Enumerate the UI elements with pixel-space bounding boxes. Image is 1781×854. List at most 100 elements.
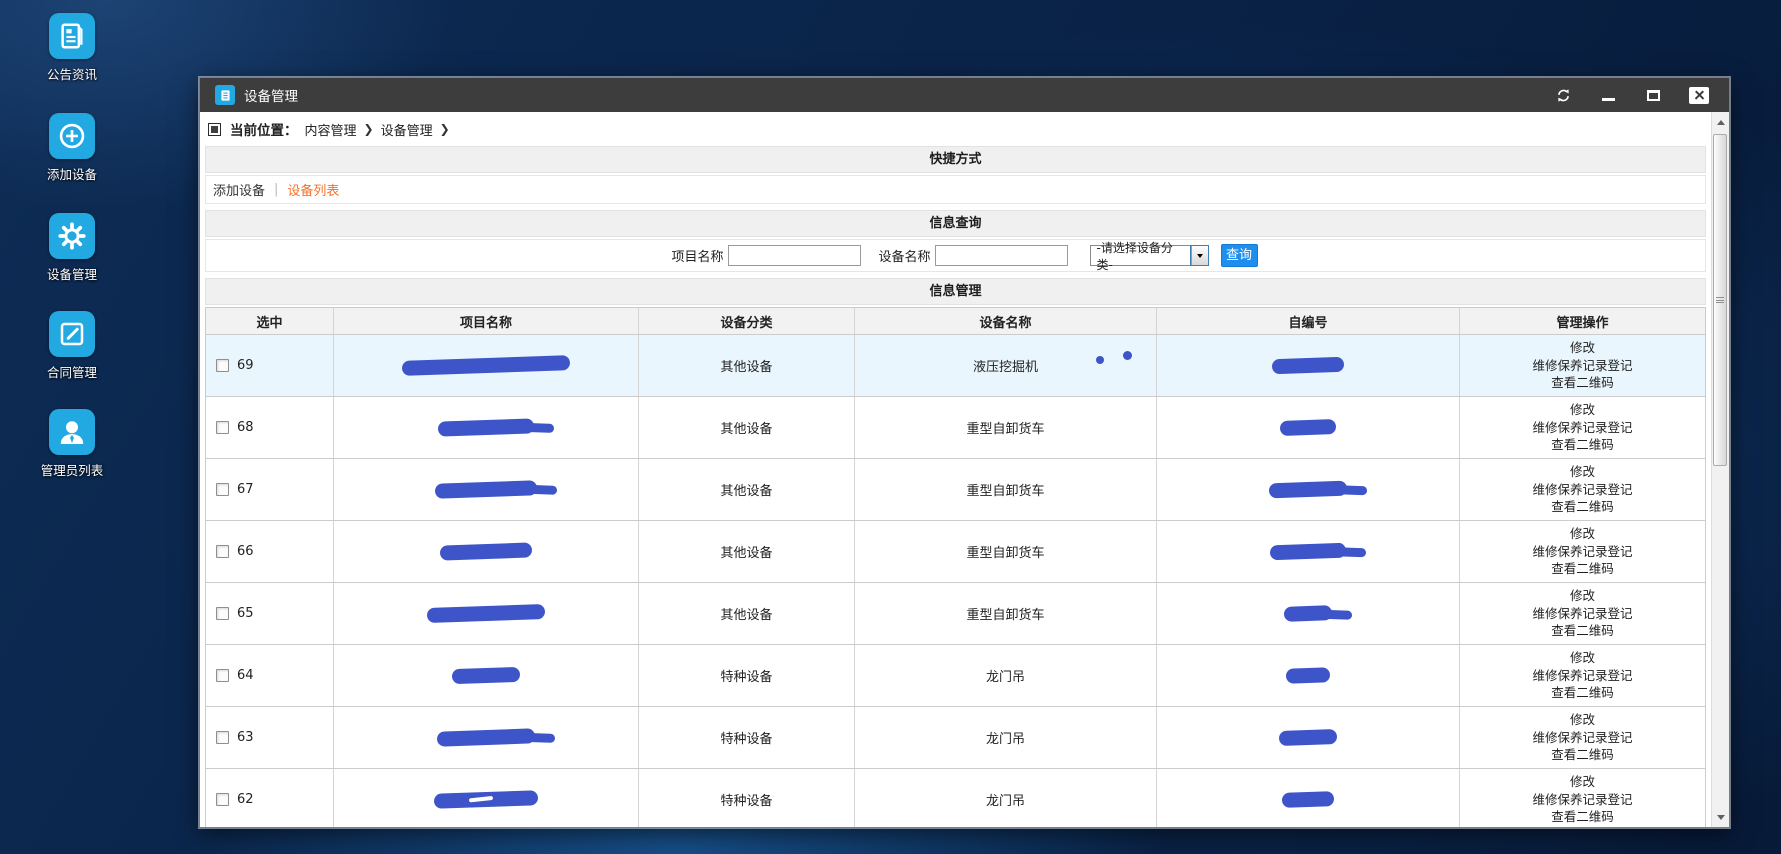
redaction-scribble xyxy=(451,666,521,685)
device-name: 重型自卸货车 xyxy=(855,459,1157,520)
breadcrumb-label: 当前位置： xyxy=(230,123,298,139)
action-view-qrcode[interactable]: 查看二维码 xyxy=(1551,685,1614,701)
desktop-icon-announcements[interactable]: 公告资讯 xyxy=(18,13,126,83)
device-name: 重型自卸货车 xyxy=(855,521,1157,582)
scroll-up-icon[interactable] xyxy=(1712,114,1729,130)
device-category-selected-value: -请选择设备分类- xyxy=(1096,240,1173,272)
action-view-qrcode[interactable]: 查看二维码 xyxy=(1551,623,1614,639)
dropdown-arrow-icon[interactable] xyxy=(1189,245,1209,266)
device-list-link[interactable]: 设备列表 xyxy=(287,184,340,199)
row-checkbox[interactable] xyxy=(216,731,229,744)
row-checkbox[interactable] xyxy=(216,483,229,496)
search-button[interactable]: 查询 xyxy=(1220,244,1258,267)
row-checkbox[interactable] xyxy=(216,669,229,682)
chevron-right-icon: ❯ xyxy=(439,122,450,136)
device-name: 液压挖掘机 xyxy=(972,360,1038,375)
action-view-qrcode[interactable]: 查看二维码 xyxy=(1551,809,1614,825)
action-edit[interactable]: 修改 xyxy=(1569,650,1595,666)
action-view-qrcode[interactable]: 查看二维码 xyxy=(1551,561,1614,577)
redaction-scribble xyxy=(433,790,539,809)
add-circle-icon xyxy=(49,113,95,159)
minimize-icon[interactable] xyxy=(1599,86,1617,104)
action-maintenance-record[interactable]: 维修保养记录登记 xyxy=(1532,729,1633,745)
action-edit[interactable]: 修改 xyxy=(1569,340,1595,356)
action-maintenance-record[interactable]: 维修保养记录登记 xyxy=(1532,481,1633,497)
breadcrumb: 当前位置： 内容管理 ❯ 设备管理 ❯ xyxy=(205,112,1706,146)
desktop-icon-label: 添加设备 xyxy=(46,167,97,182)
device-category: 其他设备 xyxy=(639,397,855,458)
desktop-icon-admin-list[interactable]: 管理员列表 xyxy=(18,409,126,479)
close-icon[interactable] xyxy=(1689,86,1709,104)
location-icon xyxy=(208,122,221,136)
row-checkbox[interactable] xyxy=(216,359,229,372)
action-maintenance-record[interactable]: 维修保养记录登记 xyxy=(1532,543,1633,559)
action-maintenance-record[interactable]: 维修保养记录登记 xyxy=(1532,605,1633,621)
table-row: 64 特种设备 龙门吊 修改 维修保养记录登记 查看二维码 xyxy=(206,645,1705,707)
row-checkbox[interactable] xyxy=(216,607,229,620)
action-view-qrcode[interactable]: 查看二维码 xyxy=(1551,747,1614,763)
table-row: 67 其他设备 重型自卸货车 修改 维修保养记录登记 查看二维码 xyxy=(206,459,1705,521)
breadcrumb-item-device-mgmt[interactable]: 设备管理 xyxy=(380,123,433,139)
add-device-link[interactable]: 添加设备 xyxy=(213,184,266,199)
action-maintenance-record[interactable]: 维修保养记录登记 xyxy=(1532,791,1633,807)
device-category-select[interactable]: -请选择设备分类- xyxy=(1089,241,1209,272)
action-edit[interactable]: 修改 xyxy=(1569,712,1595,728)
redaction-scribble xyxy=(439,542,533,561)
gear-icon xyxy=(49,213,95,259)
desktop-icon-label: 设备管理 xyxy=(46,267,97,282)
row-id: 64 xyxy=(237,668,254,683)
table-header-row: 选中 项目名称 设备分类 设备名称 自编号 管理操作 xyxy=(206,308,1705,335)
action-edit[interactable]: 修改 xyxy=(1569,526,1595,542)
action-maintenance-record[interactable]: 维修保养记录登记 xyxy=(1532,419,1633,435)
desktop-icon-device-management[interactable]: 设备管理 xyxy=(18,213,126,283)
refresh-icon[interactable] xyxy=(1554,86,1572,104)
desktop-icon-add-device[interactable]: 添加设备 xyxy=(18,113,126,183)
action-edit[interactable]: 修改 xyxy=(1569,464,1595,480)
redaction-scribble xyxy=(1281,791,1335,808)
device-category: 其他设备 xyxy=(639,335,855,396)
row-checkbox[interactable] xyxy=(216,793,229,806)
action-maintenance-record[interactable]: 维修保养记录登记 xyxy=(1532,357,1633,373)
scroll-down-icon[interactable] xyxy=(1712,809,1729,825)
redaction-scribble xyxy=(437,418,535,437)
redaction-scribble xyxy=(436,728,536,747)
device-name-input[interactable] xyxy=(934,245,1068,266)
user-icon xyxy=(49,409,95,455)
window-document-icon xyxy=(215,85,235,105)
col-header-actions: 管理操作 xyxy=(1556,315,1609,331)
breadcrumb-item-content-mgmt[interactable]: 内容管理 xyxy=(304,123,357,139)
device-name: 龙门吊 xyxy=(855,769,1157,827)
col-header-serial: 自编号 xyxy=(1157,308,1460,334)
table-row: 68 其他设备 重型自卸货车 修改 维修保养记录登记 查看二维码 xyxy=(206,397,1705,459)
device-category: 其他设备 xyxy=(639,459,855,520)
redaction-scribble xyxy=(1278,728,1338,747)
row-id: 63 xyxy=(237,730,254,745)
action-view-qrcode[interactable]: 查看二维码 xyxy=(1551,499,1614,515)
redaction-scribble xyxy=(426,603,546,624)
vertical-scrollbar[interactable] xyxy=(1711,112,1729,827)
device-category: 特种设备 xyxy=(639,707,855,768)
device-name: 重型自卸货车 xyxy=(855,397,1157,458)
row-checkbox[interactable] xyxy=(216,545,229,558)
action-maintenance-record[interactable]: 维修保养记录登记 xyxy=(1532,667,1633,683)
device-name-label: 设备名称 xyxy=(878,250,931,265)
action-edit[interactable]: 修改 xyxy=(1569,588,1595,604)
query-form: 项目名称 设备名称 -请选择设备分类- 查询 xyxy=(205,239,1706,272)
row-checkbox[interactable] xyxy=(216,421,229,434)
edit-icon xyxy=(49,311,95,357)
action-edit[interactable]: 修改 xyxy=(1569,402,1595,418)
chevron-right-icon: ❯ xyxy=(363,122,374,136)
row-id: 67 xyxy=(237,482,254,497)
scrollbar-thumb[interactable] xyxy=(1713,134,1727,466)
col-header-select: 选中 xyxy=(206,308,334,334)
action-view-qrcode[interactable]: 查看二维码 xyxy=(1551,375,1614,391)
desktop-icon-label: 公告资讯 xyxy=(46,67,97,82)
shortcuts-section-title: 快捷方式 xyxy=(205,146,1706,173)
action-edit[interactable]: 修改 xyxy=(1569,774,1595,790)
desktop-icon-contract-management[interactable]: 合同管理 xyxy=(18,311,126,381)
action-view-qrcode[interactable]: 查看二维码 xyxy=(1551,437,1614,453)
window-titlebar[interactable]: 设备管理 xyxy=(200,78,1729,112)
project-name-input[interactable] xyxy=(727,245,861,266)
maximize-icon[interactable] xyxy=(1644,86,1662,104)
col-header-category: 设备分类 xyxy=(639,308,855,334)
